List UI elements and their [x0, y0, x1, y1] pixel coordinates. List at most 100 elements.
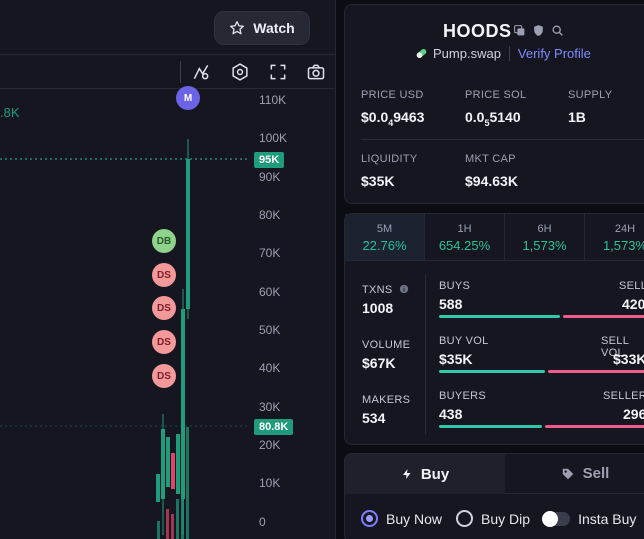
- sellers-bar: [545, 425, 644, 428]
- star-icon: [230, 21, 245, 35]
- price-tick: 50K: [259, 323, 281, 337]
- tab-5m[interactable]: 5M 22.76%: [345, 214, 425, 260]
- insta-buy-label: Insta Buy: [578, 510, 637, 527]
- volume-bar: [171, 514, 174, 539]
- mktcap-value: $94.63K: [465, 173, 518, 189]
- volume-label: VOLUME: [362, 339, 411, 351]
- indicator-icon[interactable]: [190, 61, 212, 83]
- price-sol-value: 0.055140: [465, 109, 521, 128]
- marker-ds[interactable]: DS: [152, 263, 176, 287]
- txns-label: TXNS: [362, 284, 409, 296]
- sell-vol-value: $33K: [613, 351, 644, 367]
- sellers-label: SELLERS: [603, 390, 644, 402]
- tab-6h-change: 1,573%: [522, 238, 567, 253]
- buy-dip-label: Buy Dip: [481, 510, 531, 527]
- buyers-value: 438: [439, 406, 463, 422]
- token-info-card: HOODS Pump.swap Verify Profile PRICE USD…: [344, 4, 644, 204]
- copy-icon[interactable]: [513, 24, 526, 37]
- sells-value: 420: [622, 296, 644, 312]
- tab-6h[interactable]: 6H 1,573%: [505, 214, 585, 260]
- buys-label: BUYS: [439, 280, 471, 292]
- candle: [171, 453, 175, 489]
- volume-value: $67K: [362, 355, 396, 371]
- buy-dip-option[interactable]: Buy Dip: [456, 510, 530, 527]
- trade-card: Buy Sell Buy Now Buy Dip Insta Buy: [344, 453, 644, 539]
- lightning-icon: [402, 469, 411, 479]
- tab-24h-change: 1,573%: [602, 238, 644, 253]
- marker-m[interactable]: M: [176, 86, 200, 110]
- price-usd-label: PRICE USD: [361, 89, 424, 101]
- insta-buy-toggle[interactable]: [542, 510, 571, 527]
- price-usd-value: $0.049463: [361, 109, 425, 128]
- candle: [166, 437, 170, 487]
- volume-bar: [176, 499, 179, 539]
- toolbar-divider: [180, 61, 181, 83]
- sell-vol-bar: [548, 370, 644, 373]
- camera-icon[interactable]: [305, 61, 327, 83]
- timeframe-tabs: 5M 22.76% 1H 654.25% 6H 1,573% 24H 1,573…: [344, 213, 644, 261]
- search-icon[interactable]: [551, 24, 564, 37]
- token-subtitle: Pump.swap Verify Profile: [415, 46, 591, 61]
- tab-1h[interactable]: 1H 654.25%: [425, 214, 505, 260]
- price-tick: 10K: [259, 476, 281, 490]
- txn-divider: [425, 275, 426, 435]
- volume-bar: [157, 521, 160, 539]
- dex-link[interactable]: Pump.swap: [415, 46, 501, 61]
- price-tick: 100K: [259, 131, 288, 145]
- makers-label: MAKERS: [362, 394, 411, 406]
- liquidity-label: LIQUIDITY: [361, 153, 418, 165]
- sellers-value: 296: [623, 406, 644, 422]
- mktcap-label: MKT CAP: [465, 153, 516, 165]
- price-tick: 80K: [259, 208, 281, 222]
- sell-vol-label: SELL VOL: [601, 335, 629, 359]
- watch-button[interactable]: Watch: [214, 11, 310, 45]
- price-sol-label: PRICE SOL: [465, 89, 527, 101]
- sell-tab-label: Sell: [582, 465, 610, 482]
- marker-db[interactable]: DB: [152, 229, 176, 253]
- buy-tab-label: Buy: [420, 465, 450, 483]
- stats-divider: [361, 139, 644, 140]
- price-tick: 110K: [259, 93, 287, 107]
- tab-24h-label: 24H: [614, 223, 636, 235]
- tab-24h[interactable]: 24H 1,573%: [585, 214, 644, 260]
- price-tick: 70K: [259, 246, 281, 260]
- insta-buy-option[interactable]: Insta Buy: [542, 510, 637, 527]
- supply-value: 1B: [568, 109, 586, 125]
- buy-vol-bar: [439, 370, 545, 373]
- buy-now-radio[interactable]: [361, 510, 378, 527]
- volume-bar: [181, 484, 184, 539]
- token-name: HOODS: [443, 21, 512, 41]
- marker-ds[interactable]: DS: [152, 364, 176, 388]
- verify-profile-link[interactable]: Verify Profile: [508, 46, 591, 61]
- makers-value: 534: [362, 410, 386, 426]
- fullscreen-icon[interactable]: [267, 61, 289, 83]
- info-icon[interactable]: [399, 284, 409, 294]
- sells-label: SELLS: [619, 280, 644, 292]
- chart-header: Watch: [0, 0, 336, 55]
- marker-ds[interactable]: DS: [152, 296, 176, 320]
- tab-1h-change: 654.25%: [438, 238, 491, 253]
- txns-value: 1008: [362, 300, 394, 316]
- supply-label: SUPPLY: [568, 89, 613, 101]
- dex-name: Pump.swap: [433, 46, 501, 61]
- buy-now-label: Buy Now: [386, 510, 443, 527]
- sells-bar: [563, 315, 644, 318]
- buy-dip-radio[interactable]: [456, 510, 474, 527]
- buyers-label: BUYERS: [439, 390, 487, 402]
- low-price-label: .8K: [0, 105, 20, 120]
- marker-ds[interactable]: DS: [152, 330, 176, 354]
- price-tick: 20K: [259, 438, 281, 452]
- volume-bar: [166, 509, 169, 539]
- price-chart[interactable]: .8K M DB DS DS DS DS 110K 100K 90K 80K 7…: [0, 86, 336, 539]
- low-price-badge: 80.8K: [254, 419, 294, 435]
- volume-bar: [186, 427, 189, 539]
- buy-tab[interactable]: Buy: [345, 454, 505, 494]
- sell-tab[interactable]: Sell: [505, 454, 644, 494]
- price-tick: 40K: [259, 361, 281, 375]
- tab-5m-label: 5M: [376, 223, 393, 235]
- settings-hex-icon[interactable]: [229, 61, 251, 83]
- buy-now-option[interactable]: Buy Now: [361, 510, 442, 527]
- shield-icon[interactable]: [532, 24, 545, 37]
- chart-toolbar: [0, 55, 336, 89]
- price-tick: 30K: [259, 400, 281, 414]
